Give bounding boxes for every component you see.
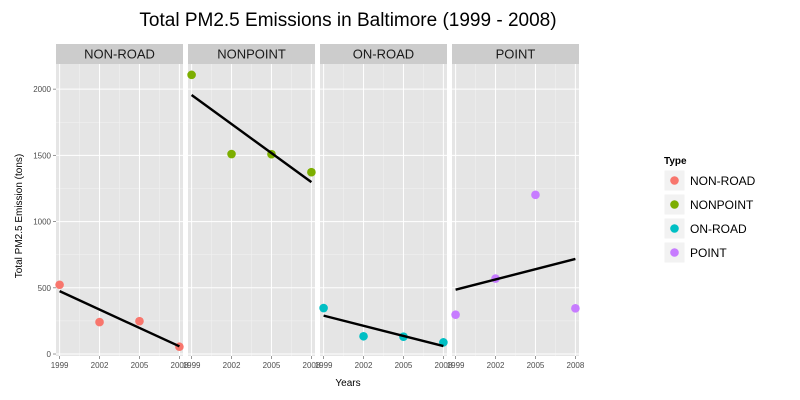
data-point-non-road	[95, 317, 104, 327]
facet-point: POINT 1999 2002 2005 2008	[447, 44, 585, 370]
legend-label: POINT	[690, 246, 727, 260]
x-tick-label: 1999	[315, 361, 333, 370]
facet-strip-on-road	[320, 44, 447, 64]
data-point-non-road	[135, 316, 144, 326]
legend-label: NONPOINT	[690, 198, 754, 212]
legend-key-marker	[670, 200, 679, 209]
y-tick-label: 2000	[33, 85, 51, 94]
x-tick-label: 2008	[171, 361, 189, 370]
trend-line-non-road	[59, 290, 180, 348]
legend-key-marker	[670, 176, 679, 185]
x-tick-label: 2005	[131, 361, 149, 370]
x-tick-label: 2002	[487, 361, 505, 370]
x-tick-label: 1999	[183, 361, 201, 370]
x-axis-title: Years	[335, 378, 360, 389]
facets-layer: NON-ROAD 1999 2002 2005 2008 NONPOINT 1999 2002…	[51, 44, 585, 370]
x-tick-label: 2002	[223, 361, 241, 370]
legend-key-marker	[670, 248, 679, 257]
legend-key-marker	[670, 224, 679, 233]
legend-item-point: POINT	[663, 241, 727, 264]
data-point-nonpoint	[227, 149, 236, 159]
trend-line-on-road	[323, 314, 444, 348]
facet-strip-non-road	[56, 44, 183, 64]
facet-strip-label-nonpoint: NONPOINT	[217, 47, 286, 62]
y-tick-label: 1500	[33, 151, 51, 160]
facet-strip-nonpoint	[188, 44, 315, 64]
x-tick-label: 2008	[435, 361, 453, 370]
facet-non-road: NON-ROAD 1999 2002 2005 2008	[51, 44, 189, 370]
data-point-point	[531, 190, 540, 200]
x-tick-label: 2005	[395, 361, 413, 370]
x-tick-label: 2002	[91, 361, 109, 370]
x-tick-label: 2005	[263, 361, 281, 370]
data-point-nonpoint	[307, 167, 316, 177]
facet-strip-label-on-road: ON-ROAD	[353, 47, 414, 62]
data-point-nonpoint	[187, 70, 196, 80]
x-tick-label: 2008	[303, 361, 321, 370]
data-point-point	[571, 304, 580, 313]
x-tick-label: 2005	[527, 361, 545, 370]
facet-strip-label-point: POINT	[496, 47, 536, 62]
data-point-non-road	[55, 280, 64, 290]
facet-strip-point	[452, 44, 579, 64]
legend-item-nonpoint: NONPOINT	[663, 193, 754, 216]
legend-item-non-road: NON-ROAD	[663, 169, 756, 192]
facet-strip-label-non-road: NON-ROAD	[84, 47, 155, 62]
x-tick-label: 1999	[51, 361, 69, 370]
data-point-on-road	[319, 303, 328, 313]
legend: Type NON-ROAD NONPOINT ON-ROAD POINT	[663, 156, 756, 264]
x-tick-label: 1999	[447, 361, 465, 370]
x-tick-label: 2002	[355, 361, 373, 370]
trend-line-nonpoint	[190, 94, 313, 184]
y-tick-label: 1000	[33, 218, 51, 227]
data-point-point	[451, 310, 460, 319]
trend-line-point	[455, 257, 576, 291]
legend-item-on-road: ON-ROAD	[663, 217, 747, 240]
facet-nonpoint: NONPOINT 1999 2002 2005 2008	[183, 44, 321, 370]
legend-label: ON-ROAD	[690, 222, 747, 236]
chart-title: Total PM2.5 Emissions in Baltimore (1999…	[139, 10, 556, 31]
facet-on-road: ON-ROAD 1999 2002 2005 2008	[315, 44, 453, 370]
legend-title: Type	[664, 156, 687, 167]
y-axis: 0 500 1000 1500 2000	[33, 85, 56, 359]
y-tick-label: 500	[38, 284, 52, 293]
y-tick-label: 0	[47, 350, 52, 359]
x-tick-label: 2008	[567, 361, 585, 370]
y-axis-title: Total PM2.5 Emission (tons)	[14, 154, 25, 279]
data-point-on-road	[359, 331, 368, 341]
legend-label: NON-ROAD	[690, 174, 756, 188]
